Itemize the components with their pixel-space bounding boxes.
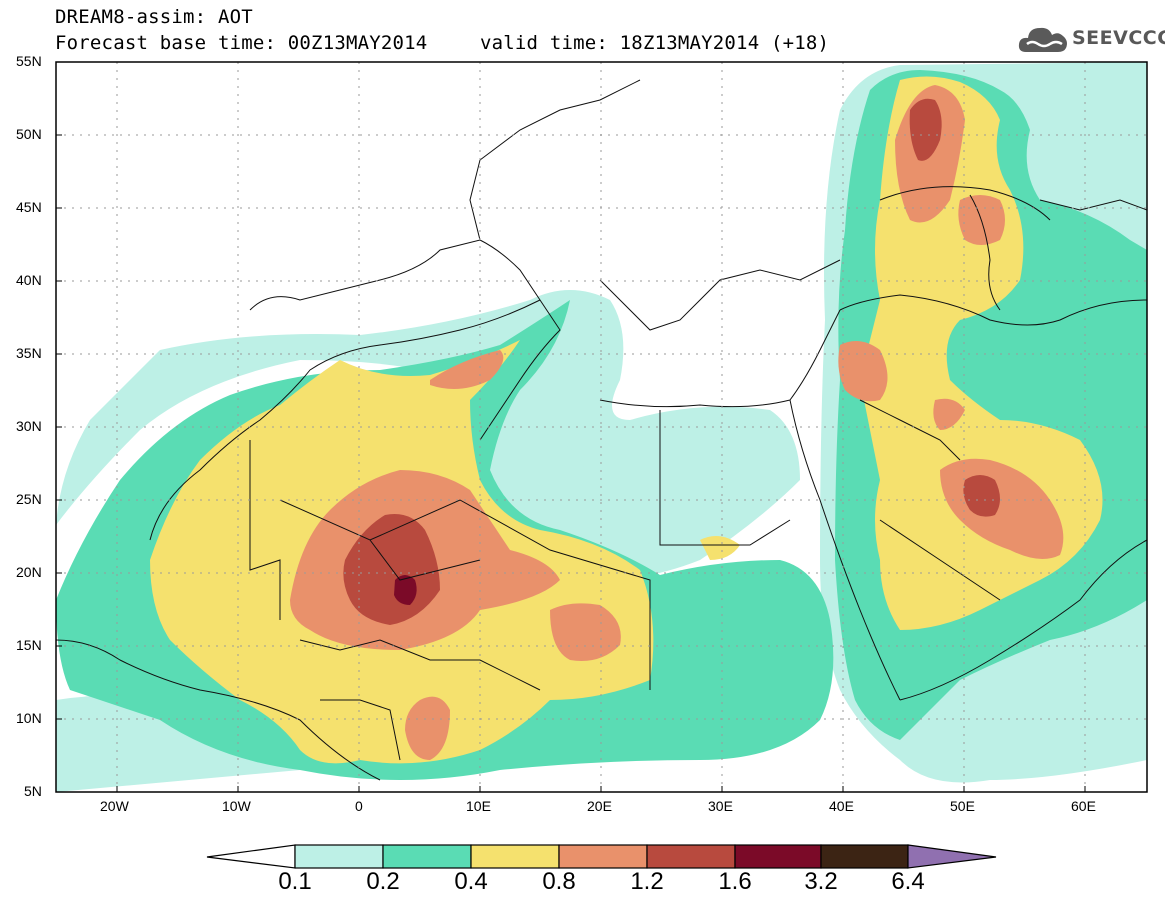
lon-tick-label: 20W [100, 798, 129, 814]
lat-tick-label: 15N [16, 637, 42, 653]
lon-tick-label: 0 [355, 798, 363, 814]
lon-tick-label: 50E [950, 798, 975, 814]
coastlines [56, 79, 1147, 781]
colorbar-label: 3.2 [804, 868, 838, 895]
colorbar-segment [294, 844, 384, 869]
colorbar-segment [382, 844, 472, 869]
lat-tick-label: 55N [16, 53, 42, 69]
colorbar-label: 0.8 [542, 868, 576, 895]
lat-tick-label: 25N [16, 491, 42, 507]
lon-tick-label: 60E [1071, 798, 1096, 814]
colorbar-segment [907, 844, 997, 869]
aot-level-1.6 [394, 575, 417, 605]
lon-tick-label: 10W [222, 798, 251, 814]
lat-tick-label: 5N [24, 783, 42, 799]
colorbar-label: 0.4 [454, 868, 488, 895]
lat-tick-label: 35N [16, 345, 42, 361]
axis-ticks [56, 61, 1086, 793]
base-time-text: Forecast base time: 00Z13MAY2014 [55, 32, 428, 54]
lon-tick-label: 40E [829, 798, 854, 814]
lat-tick-label: 20N [16, 564, 42, 580]
lat-tick-label: 10N [16, 710, 42, 726]
colorbar-segment [820, 844, 909, 869]
gridlines [56, 62, 1147, 792]
colorbar-label: 0.2 [366, 868, 400, 895]
colorbar-segment [646, 844, 736, 869]
lon-tick-label: 20E [587, 798, 612, 814]
lat-tick-label: 45N [16, 199, 42, 215]
lon-tick-label: 30E [708, 798, 733, 814]
map-title: DREAM8-assim: AOT [55, 6, 253, 28]
colorbar-segment [470, 844, 560, 869]
colorbar-label: 1.6 [718, 868, 752, 895]
lat-tick-label: 40N [16, 272, 42, 288]
seevccc-logo: SEEVCCC [1018, 22, 1165, 58]
forecast-base-time: Forecast base time: 00Z13MAY2014 valid ti… [55, 32, 829, 54]
colorbar-segment [734, 844, 822, 869]
colorbar-label: 6.4 [891, 868, 925, 895]
colorbar-segment [558, 844, 648, 869]
valid-time-text: valid time: 18Z13MAY2014 (+18) [480, 32, 830, 54]
colorbar-label: 0.1 [278, 868, 312, 895]
lat-tick-label: 50N [16, 126, 42, 142]
lat-tick-label: 30N [16, 418, 42, 434]
colorbar-segment [206, 844, 296, 869]
logo-text: SEEVCCC [1072, 27, 1165, 49]
cloud-icon [1018, 27, 1067, 52]
lon-tick-label: 10E [466, 798, 491, 814]
colorbar-label: 1.2 [630, 868, 664, 895]
